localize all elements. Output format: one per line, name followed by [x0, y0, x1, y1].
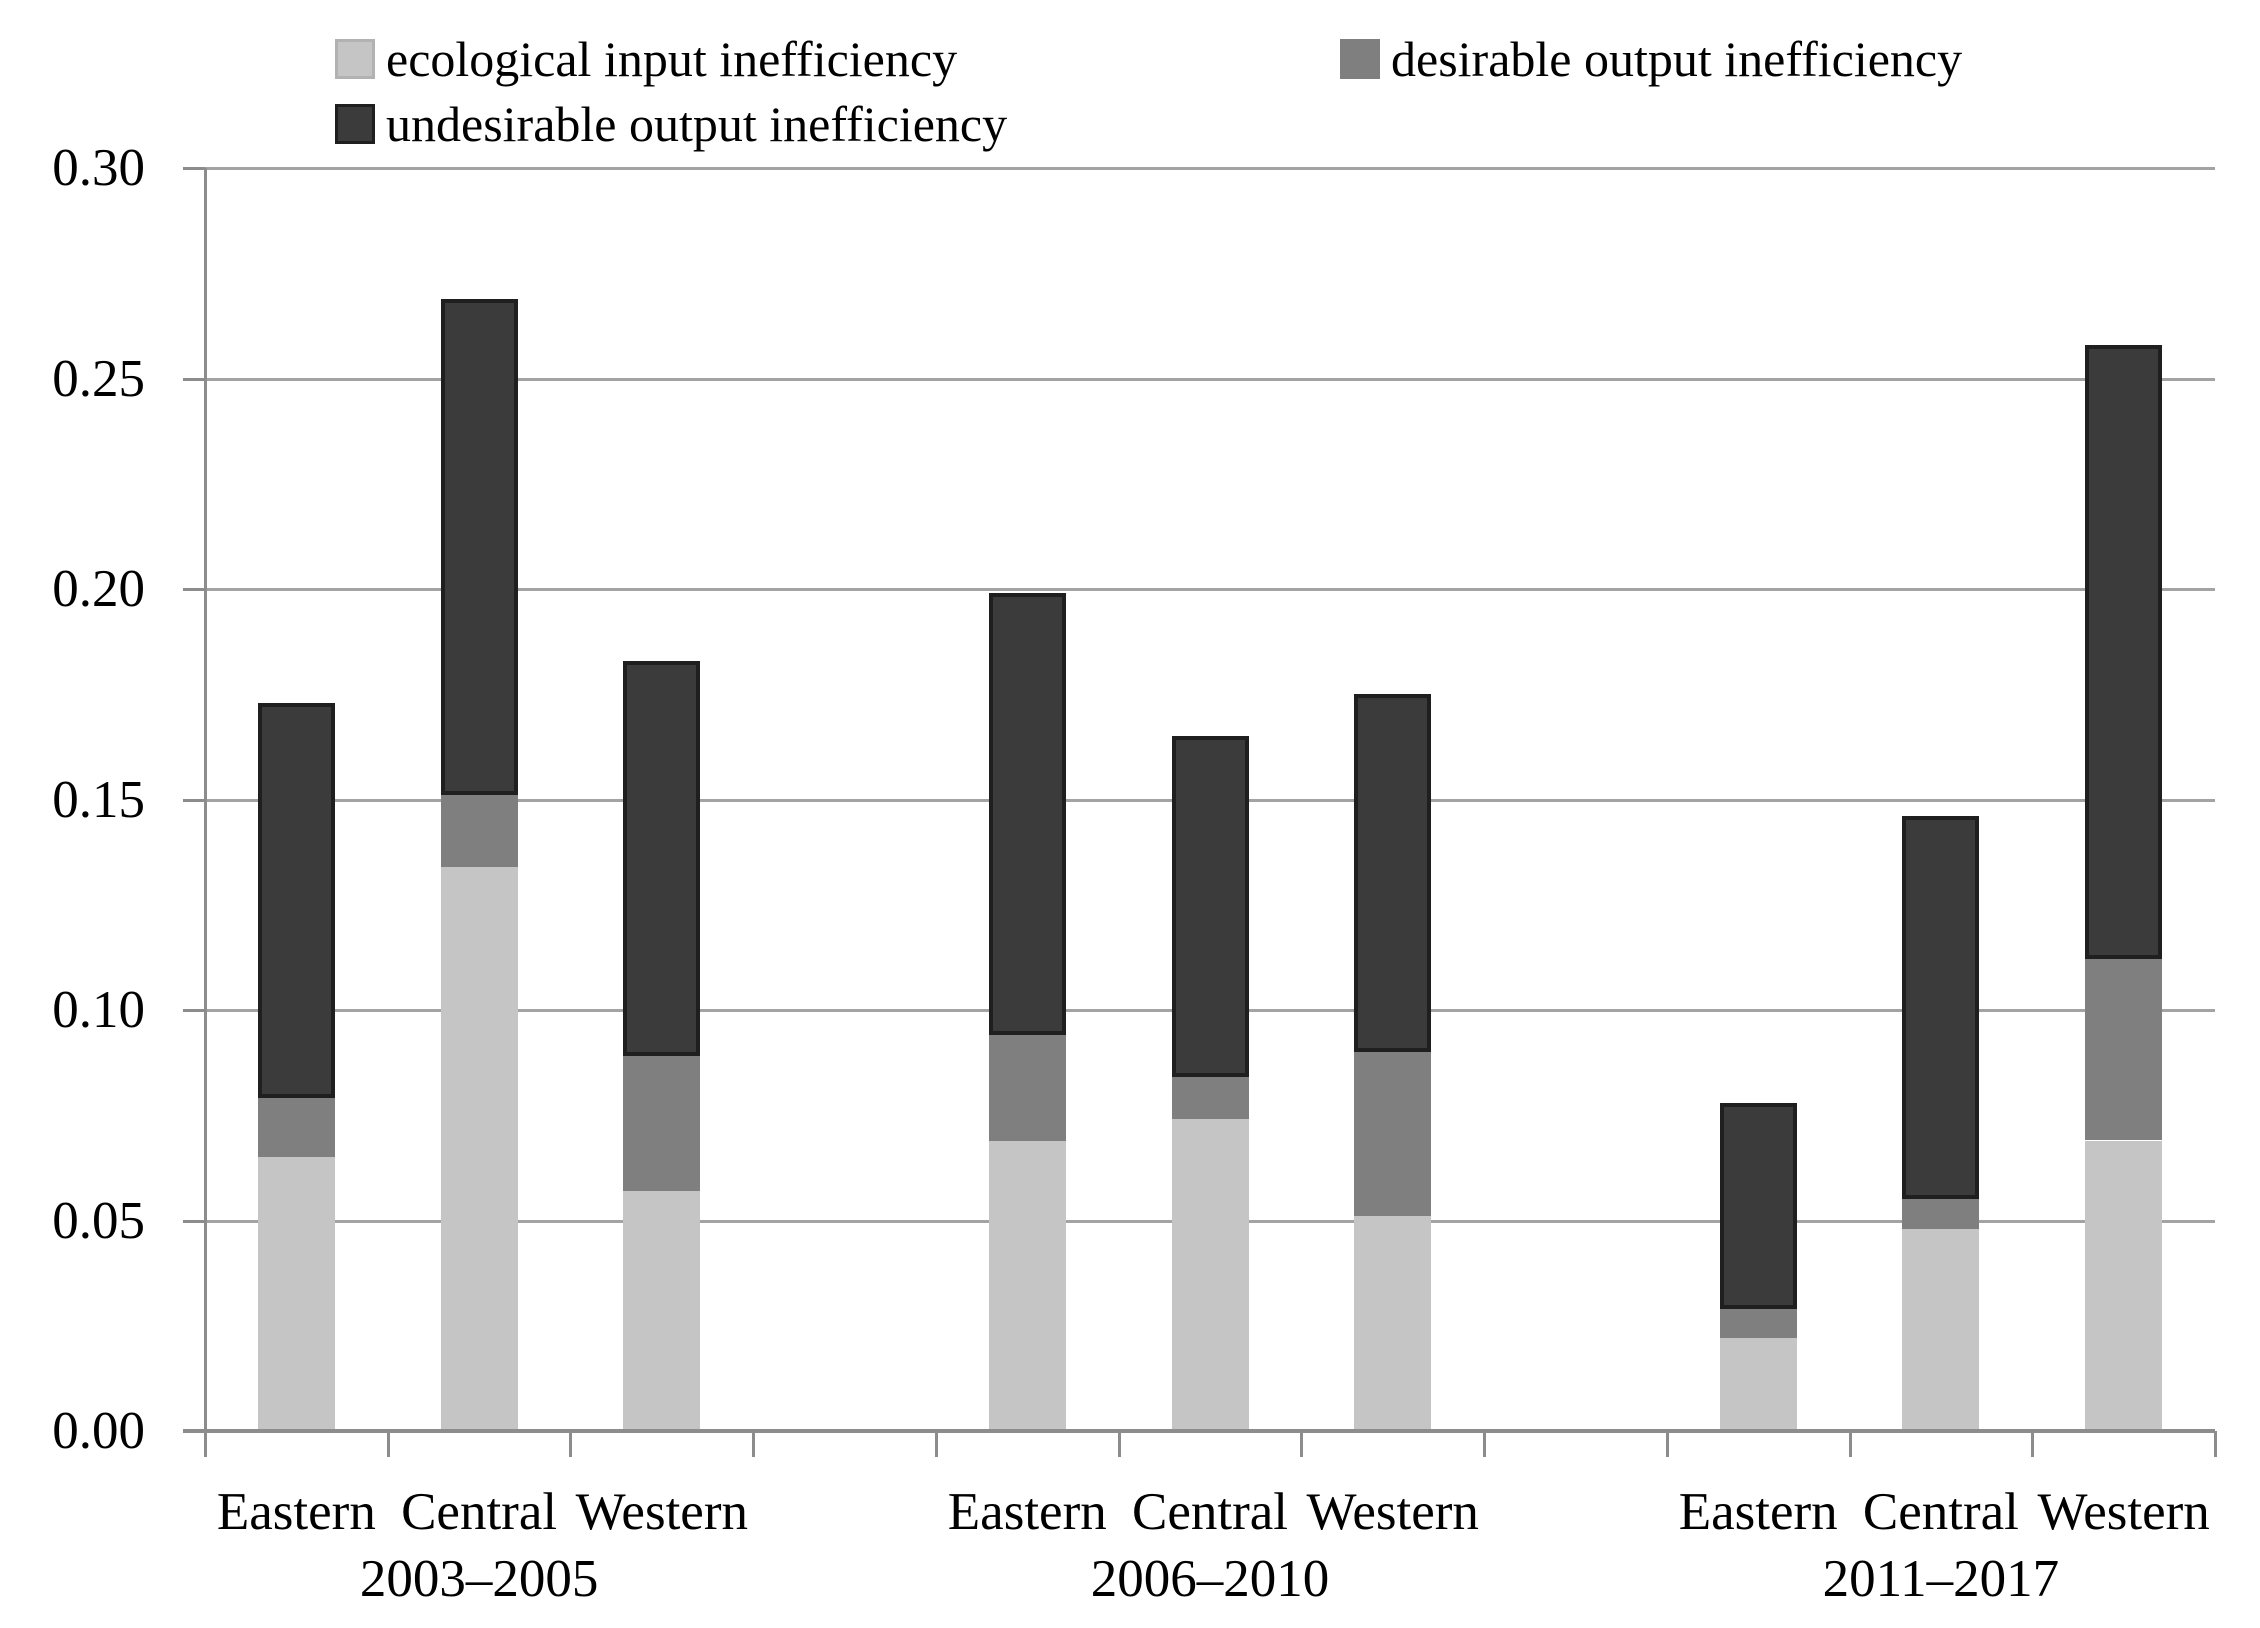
y-tick-label: 0.05 — [52, 1191, 145, 1250]
gridline — [183, 377, 2215, 381]
y-tick — [183, 798, 205, 802]
x-tick — [569, 1431, 573, 1457]
bar-segment-des — [441, 795, 518, 867]
bar-segment-undes — [989, 593, 1066, 1036]
bar-segment-eco — [623, 1191, 700, 1431]
bar-segment-undes — [258, 702, 335, 1099]
group-label: 2006–2010 — [1090, 1550, 1330, 1608]
y-tick — [183, 1219, 205, 1223]
bar-segment-eco — [1354, 1216, 1431, 1431]
x-tick — [1117, 1431, 1121, 1457]
bar-segment-undes — [2085, 344, 2162, 960]
bar-segment-des — [258, 1098, 335, 1158]
bar-segment-des — [1902, 1199, 1979, 1229]
category-label: Eastern — [947, 1483, 1107, 1541]
category-label: Western — [2037, 1483, 2210, 1541]
y-tick — [183, 1430, 205, 1433]
y-tick-label: 0.20 — [52, 560, 145, 618]
bar-segment-eco — [1172, 1119, 1249, 1431]
x-tick — [934, 1431, 938, 1457]
bar-segment-eco — [1902, 1228, 1979, 1431]
category-label: Central — [1862, 1483, 2019, 1541]
bar-segment-des — [1354, 1052, 1431, 1217]
group-label: 2011–2017 — [1822, 1550, 2060, 1608]
bar-segment-eco — [441, 866, 518, 1431]
y-tick — [183, 588, 205, 591]
bar-segment-eco — [1720, 1338, 1797, 1431]
bar-segment-des — [989, 1035, 1066, 1141]
bar-segment-des — [1720, 1308, 1797, 1339]
y-tick-label: 0.15 — [52, 770, 145, 829]
y-tick-label: 0.30 — [52, 139, 145, 197]
y-tick-label: 0.25 — [52, 349, 145, 408]
legend-label-desirable: desirable output inefficiency — [1391, 31, 1963, 87]
legend-label-undesirable: undesirable output inefficiency — [386, 96, 1008, 152]
bar-segment-undes — [1720, 1102, 1797, 1309]
x-tick — [386, 1431, 390, 1457]
category-label: Central — [1132, 1483, 1288, 1541]
bar-segment-eco — [989, 1140, 1066, 1431]
x-tick — [2031, 1431, 2035, 1457]
category-label: Eastern — [216, 1483, 376, 1541]
bar-segment-des — [2085, 959, 2162, 1141]
x-tick — [1848, 1431, 1852, 1457]
x-tick — [752, 1431, 756, 1457]
y-axis-line — [204, 168, 207, 1457]
x-tick — [204, 1431, 207, 1457]
bar-segment-undes — [441, 298, 518, 796]
legend-swatch-undesirable — [335, 104, 375, 144]
x-axis-line — [183, 1429, 2215, 1433]
x-tick — [1483, 1431, 1487, 1457]
category-label: Western — [575, 1483, 748, 1541]
legend-swatch-ecological — [335, 39, 375, 79]
legend-label-ecological: ecological input inefficiency — [386, 31, 958, 87]
y-tick — [183, 377, 205, 381]
y-tick-label: 0.10 — [52, 981, 145, 1039]
category-label: Central — [401, 1483, 558, 1541]
group-label: 2003–2005 — [359, 1550, 599, 1608]
bar-segment-des — [623, 1056, 700, 1192]
y-tick-label: 0.00 — [52, 1402, 145, 1460]
bar-segment-undes — [1902, 816, 1979, 1200]
legend-item-desirable: desirable output inefficiency — [1340, 27, 1962, 91]
bar-segment-undes — [1354, 694, 1431, 1053]
category-label: Eastern — [1678, 1483, 1838, 1541]
gridline — [183, 167, 2215, 170]
legend-swatch-desirable — [1340, 39, 1380, 79]
bar-segment-undes — [1172, 736, 1249, 1078]
gridline — [183, 588, 2215, 591]
legend-item-undesirable: undesirable output inefficiency — [335, 92, 1007, 156]
category-label: Western — [1306, 1483, 1479, 1541]
x-tick — [1665, 1431, 1669, 1457]
x-tick — [2214, 1431, 2217, 1457]
bar-segment-des — [1172, 1077, 1249, 1120]
bar-segment-undes — [623, 660, 700, 1057]
y-tick — [183, 167, 205, 170]
y-tick — [183, 1009, 205, 1012]
x-tick — [1300, 1431, 1304, 1457]
bar-segment-eco — [258, 1157, 335, 1431]
legend-item-ecological: ecological input inefficiency — [335, 27, 957, 91]
bar-segment-eco — [2085, 1140, 2162, 1431]
